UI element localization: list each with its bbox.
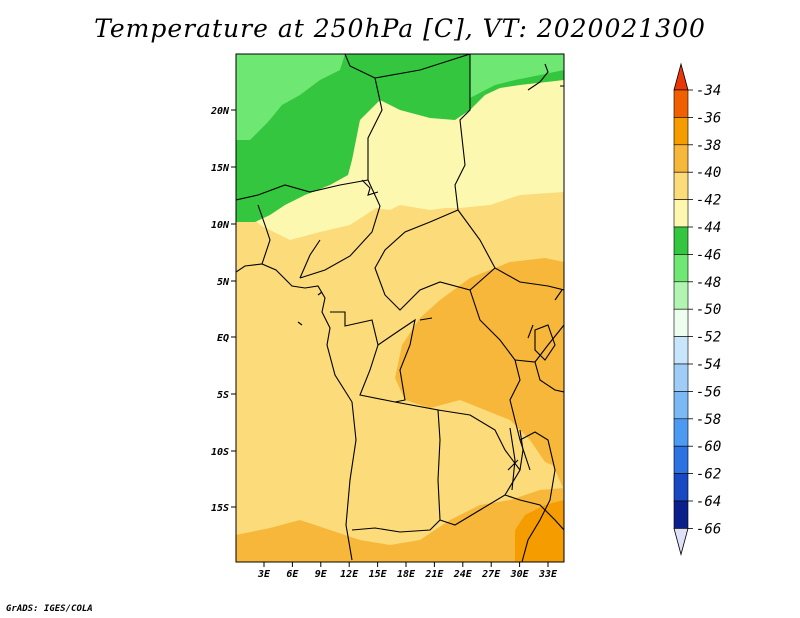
colorbar-label: -54 (696, 357, 721, 373)
lat-tick-label: 15S (211, 503, 229, 514)
colorbar-segment (673, 117, 689, 146)
colorbar-label: -34 (696, 83, 721, 99)
colorbar-segment (673, 308, 689, 337)
map-frame (235, 53, 565, 563)
colorbar-segment (673, 418, 689, 447)
colorbar-label: -42 (696, 193, 721, 209)
colorbar-label: -56 (696, 384, 721, 400)
field-band-48-lightgreen (236, 54, 345, 140)
colorbar-label: -64 (696, 494, 721, 510)
colorbar-segment (673, 144, 689, 173)
lon-tick-label: 24E (453, 569, 473, 580)
lon-tick-label: 12E (340, 569, 359, 580)
colorbar-segment (673, 445, 689, 474)
colorbar-bottom-arrow (673, 528, 689, 556)
lat-tick-label: EQ (217, 333, 229, 344)
lon-tick-label: 18E (397, 569, 416, 580)
colorbar-label: -62 (696, 467, 721, 483)
lon-tick-label: 33E (538, 569, 558, 580)
lat-tick-label: 10S (211, 447, 229, 458)
lat-tick-label: 20N (210, 106, 230, 117)
latitude-axis: 20N 15N 10N 5N EQ 5S 10S 15S (210, 106, 236, 514)
colorbar-label: -58 (696, 412, 721, 428)
field-band-38-south (236, 488, 564, 562)
lon-tick-label: 9E (315, 569, 328, 580)
field-band-36-southeast (515, 500, 564, 562)
colorbar-segment (673, 500, 689, 529)
field-band-38-interior (395, 258, 564, 470)
lon-tick-label: 21E (424, 569, 444, 580)
field-band-38-east (530, 425, 564, 490)
colorbar-segment (673, 391, 689, 420)
field-band-46-green (236, 54, 564, 222)
colorbar-segment (673, 363, 689, 392)
lon-tick-label: 27E (481, 569, 501, 580)
longitude-axis: 3E 6E 9E 12E 15E 18E 21E 24E 27E 30E 33E (257, 562, 558, 580)
lon-tick-label: 15E (369, 569, 388, 580)
colorbar-label: -40 (696, 165, 721, 181)
colorbar-label: -66 (696, 521, 721, 537)
colorbar-segment (673, 226, 689, 255)
colorbar-label: -50 (696, 302, 721, 318)
colorbar-segment (673, 171, 689, 200)
colorbar-top-arrow (673, 62, 689, 91)
colorbar-label: -52 (696, 330, 721, 346)
colorbar-label: -44 (696, 220, 721, 236)
colorbar-segment (673, 336, 689, 365)
colorbar-segment (673, 281, 689, 310)
grads-credit: GrADS: IGES/COLA (6, 604, 93, 614)
colorbar-label: -46 (696, 247, 721, 263)
lat-tick-label: 10N (211, 220, 230, 231)
colorbar-segment (673, 199, 689, 228)
map-title: Temperature at 250hPa [C], VT: 202002130… (94, 14, 706, 43)
country-borders (236, 54, 564, 562)
colorbar-segment (673, 89, 689, 118)
lat-tick-label: 5N (217, 277, 230, 288)
lon-tick-label: 6E (286, 569, 299, 580)
field-band-48-northeast (470, 54, 564, 98)
lat-tick-label: 5S (217, 390, 229, 401)
colorbar-segment (673, 254, 689, 283)
lon-tick-label: 30E (510, 569, 530, 580)
colorbar-segment (673, 473, 689, 502)
lon-tick-label: 3E (257, 569, 271, 580)
colorbar-label: -38 (696, 138, 721, 154)
temperature-field (236, 54, 564, 562)
colorbar-label: -36 (696, 110, 721, 126)
colorbar-label: -48 (696, 275, 721, 291)
lat-tick-label: 15N (211, 163, 230, 174)
colorbar-label: -60 (696, 439, 721, 455)
colorbar: -34 -36 -38 -40 -42 -44 -46 -48 -50 -52 -54 -56 -58 -… (673, 62, 721, 556)
